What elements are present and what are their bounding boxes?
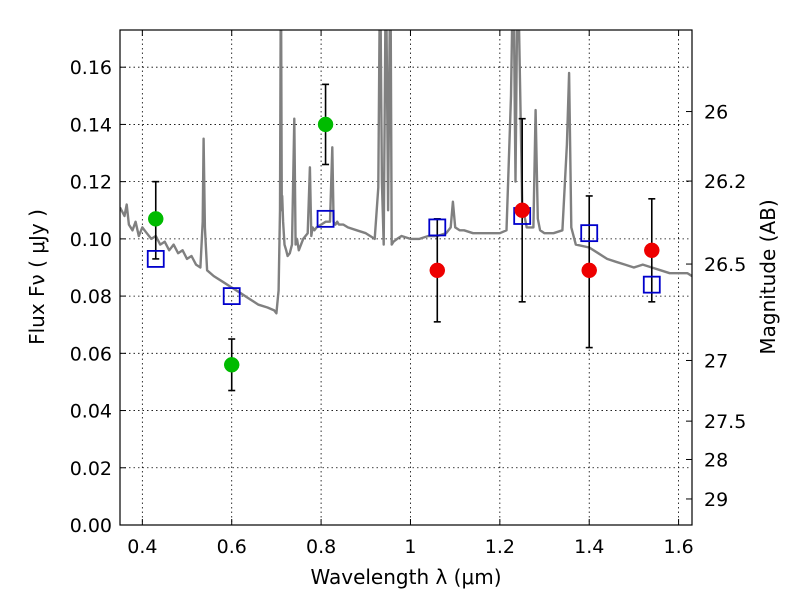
- y2-tick-label: 26.2: [704, 171, 746, 193]
- y2-axis-label: Magnitude (AB): [756, 199, 780, 354]
- y-tick-label: 0.02: [70, 458, 112, 480]
- model-photometry-square: [428, 218, 447, 237]
- green-data-point: [317, 116, 334, 133]
- y-axis-label: Flux Fν ( μJy ): [25, 209, 49, 345]
- x-tick-label: 1: [404, 536, 416, 558]
- ticks: 0.4 0.6 0.8 1 1.2 1.4 1.6 0.00 0.02 0.04 0.06 0.08 0…: [70, 30, 746, 558]
- y-tick-label: 0.08: [70, 286, 112, 308]
- green-data-point: [223, 357, 240, 373]
- model-spectrum-line: [120, 30, 692, 315]
- model-photometry-square: [580, 224, 599, 243]
- model-photometry-square: [222, 287, 241, 305]
- model-spectrum: [120, 30, 692, 315]
- red-data-point: [429, 262, 446, 279]
- x-axis-label: Wavelength λ (μm): [310, 565, 501, 589]
- y-tick-label: 0.06: [70, 343, 112, 365]
- red-data-point: [644, 242, 660, 259]
- model-photometry-square: [146, 250, 165, 268]
- red-data-point: [581, 262, 597, 279]
- y-tick-label: 0.04: [70, 401, 112, 423]
- x-tick-label: 0.6: [217, 536, 247, 558]
- x-tick-label: 0.8: [306, 536, 336, 558]
- y2-tick-label: 29: [704, 489, 728, 511]
- markers: [146, 116, 661, 373]
- y-tick-label: 0.14: [70, 114, 112, 136]
- x-tick-label: 1.4: [574, 536, 604, 558]
- y2-tick-label: 26: [704, 102, 728, 124]
- y2-tick-label: 26.5: [704, 254, 746, 276]
- y2-tick-label: 28: [704, 449, 728, 471]
- y-tick-label: 0.00: [70, 515, 112, 537]
- x-tick-label: 1.6: [663, 536, 693, 558]
- model-photometry-square: [316, 209, 335, 228]
- y-tick-label: 0.10: [70, 229, 112, 251]
- y-tick-label: 0.12: [70, 172, 112, 194]
- red-data-point: [514, 202, 530, 219]
- model-photometry-square: [642, 275, 661, 294]
- green-data-point: [148, 211, 164, 227]
- y-tick-label: 0.16: [70, 57, 112, 79]
- y2-tick-label: 27: [704, 350, 728, 372]
- x-tick-label: 1.2: [485, 536, 515, 558]
- plot-frame: [119, 29, 693, 526]
- y2-tick-label: 27.5: [704, 411, 746, 433]
- x-tick-label: 0.4: [127, 536, 157, 558]
- grid: [120, 30, 692, 525]
